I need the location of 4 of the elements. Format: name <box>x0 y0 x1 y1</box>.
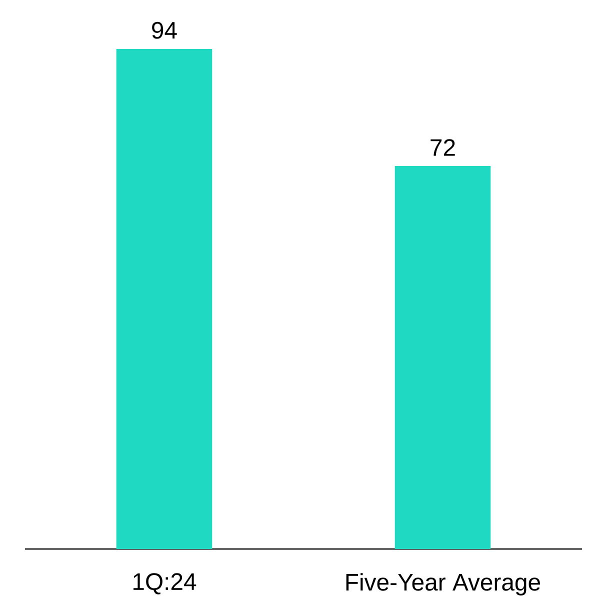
x-tick-label: 1Q:24 <box>134 573 196 594</box>
data-label: 94 <box>152 22 177 39</box>
x-tick-label: Five-Year Average <box>346 573 540 596</box>
data-label: 72 <box>430 139 455 156</box>
